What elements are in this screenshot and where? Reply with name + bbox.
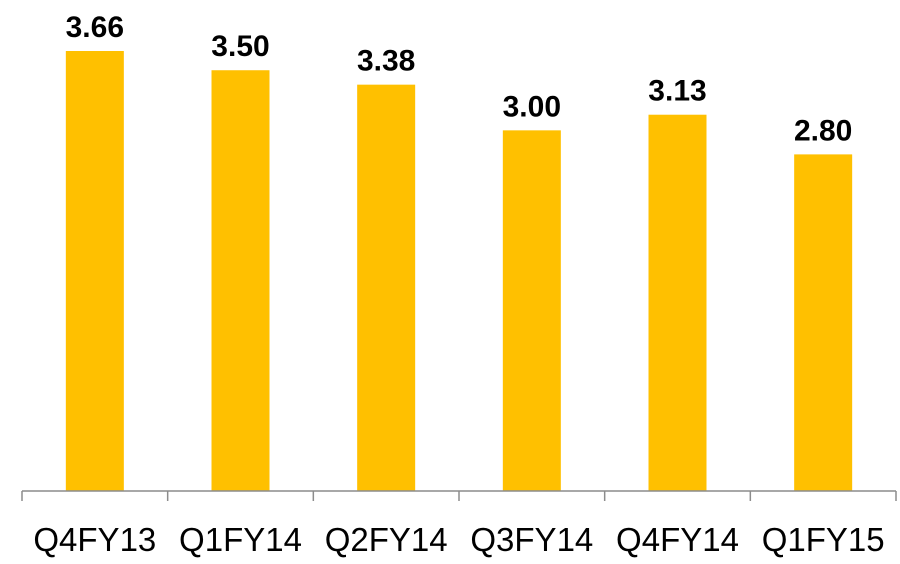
bar-q4fy14 bbox=[648, 114, 707, 491]
x-tick-label-q2fy14: Q2FY14 bbox=[325, 521, 448, 558]
data-label-q1fy15: 2.80 bbox=[794, 114, 852, 147]
bars-group bbox=[65, 51, 853, 492]
data-label-q4fy14: 3.13 bbox=[648, 75, 706, 108]
x-tick-labels-group: Q4FY13 Q1FY14 Q2FY14 Q3FY14 Q4FY14 Q1FY15 bbox=[33, 521, 884, 558]
x-tick-label-q3fy14: Q3FY14 bbox=[470, 521, 593, 558]
bar-q3fy14 bbox=[502, 130, 561, 491]
x-axis bbox=[21, 490, 897, 501]
x-tick-label-q4fy14: Q4FY14 bbox=[616, 521, 739, 558]
bar-q1fy14 bbox=[211, 70, 270, 491]
data-labels-group: 3.66 3.50 3.38 3.00 3.13 2.80 bbox=[66, 11, 853, 147]
data-label-q3fy14: 3.00 bbox=[503, 90, 561, 123]
x-tick-label-q4fy13: Q4FY13 bbox=[33, 521, 156, 558]
bar-q4fy13 bbox=[65, 51, 124, 491]
x-tick-label-q1fy15: Q1FY15 bbox=[762, 521, 885, 558]
data-label-q4fy13: 3.66 bbox=[66, 11, 124, 44]
bar-q2fy14 bbox=[357, 84, 416, 492]
data-label-q1fy14: 3.50 bbox=[211, 30, 269, 63]
x-tick-label-q1fy14: Q1FY14 bbox=[179, 521, 302, 558]
bar-q1fy15 bbox=[794, 154, 853, 491]
data-label-q2fy14: 3.38 bbox=[357, 45, 415, 78]
